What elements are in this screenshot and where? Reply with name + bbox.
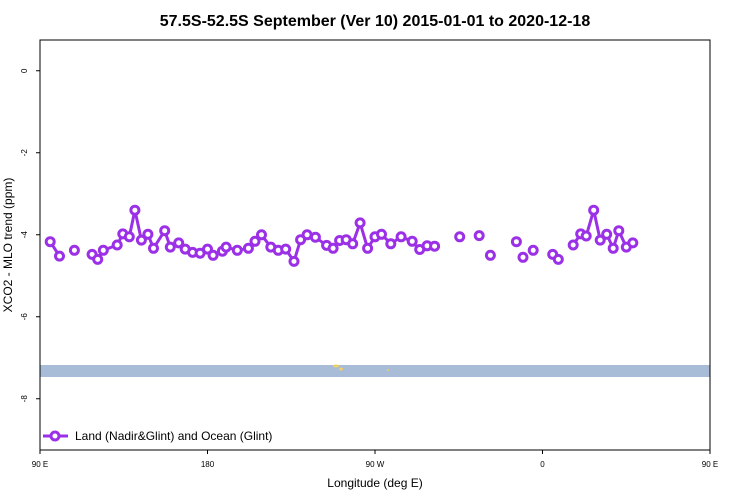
data-point bbox=[256, 229, 267, 241]
data-point bbox=[135, 234, 147, 246]
data-point bbox=[309, 231, 321, 243]
data-point bbox=[242, 242, 254, 254]
data-point bbox=[92, 253, 104, 265]
data-point bbox=[613, 225, 625, 237]
data-point bbox=[567, 239, 579, 251]
data-point bbox=[164, 241, 176, 253]
data-point bbox=[607, 242, 619, 254]
y-tick-label: -2 bbox=[20, 149, 29, 157]
data-point bbox=[601, 228, 613, 240]
data-point bbox=[231, 244, 243, 256]
data-point bbox=[588, 204, 600, 216]
data-point bbox=[159, 225, 171, 237]
legend-entry-label: Land (Nadir&Glint) and Ocean (Glint) bbox=[75, 429, 272, 443]
data-point bbox=[97, 244, 109, 256]
data-point bbox=[44, 236, 56, 248]
data-point bbox=[148, 242, 159, 254]
data-point bbox=[429, 240, 441, 252]
data-point bbox=[173, 237, 185, 249]
y-tick-label: -6 bbox=[20, 313, 29, 321]
data-point bbox=[517, 251, 529, 263]
data-point bbox=[54, 250, 65, 262]
data-point bbox=[123, 231, 135, 243]
data-point bbox=[280, 243, 292, 255]
data-point bbox=[207, 249, 219, 261]
data-point bbox=[202, 243, 213, 255]
series-layer bbox=[44, 204, 639, 267]
data-point bbox=[552, 253, 564, 265]
x-tick-label: 180 bbox=[201, 460, 215, 469]
data-point bbox=[129, 204, 141, 216]
data-point bbox=[580, 230, 592, 242]
data-point bbox=[594, 234, 606, 246]
x-tick-label: 90 W bbox=[366, 460, 385, 469]
y-axis-label: XCO2 - MLO trend (ppm) bbox=[1, 178, 15, 313]
data-point bbox=[362, 242, 374, 254]
y-axis: 0 -2 -4 -6 -8 bbox=[20, 68, 40, 402]
data-point bbox=[68, 244, 80, 256]
data-point bbox=[111, 239, 123, 251]
land-band bbox=[40, 364, 710, 377]
data-point bbox=[301, 229, 313, 241]
data-point bbox=[385, 238, 397, 250]
chart-title: 57.5S-52.5S September (Ver 10) 2015-01-0… bbox=[160, 13, 591, 30]
y-tick-label: -4 bbox=[20, 231, 29, 239]
data-point bbox=[454, 231, 466, 243]
data-point bbox=[327, 242, 339, 254]
data-point bbox=[376, 228, 387, 240]
legend-marker bbox=[49, 430, 61, 442]
y-tick-label: -8 bbox=[20, 395, 29, 403]
x-tick-label: 0 bbox=[540, 460, 545, 469]
data-point bbox=[288, 255, 300, 267]
data-point bbox=[142, 228, 154, 240]
data-point bbox=[347, 238, 359, 250]
data-point bbox=[627, 237, 639, 249]
data-point bbox=[406, 235, 418, 247]
data-point bbox=[220, 241, 232, 253]
data-point bbox=[249, 235, 261, 247]
legend: Land (Nadir&Glint) and Ocean (Glint) bbox=[43, 429, 272, 443]
data-point bbox=[527, 244, 539, 256]
x-tick-label: 90 E bbox=[702, 460, 718, 469]
y-tick-label: 0 bbox=[20, 68, 29, 73]
data-point bbox=[510, 236, 522, 248]
data-point bbox=[473, 230, 485, 242]
x-axis: 90 E 180 90 W 0 90 E bbox=[32, 450, 718, 469]
x-axis-label: Longitude (deg E) bbox=[327, 476, 422, 490]
data-point bbox=[354, 217, 366, 229]
x-tick-label: 90 E bbox=[32, 460, 48, 469]
data-point bbox=[395, 231, 407, 243]
data-point bbox=[484, 249, 496, 261]
